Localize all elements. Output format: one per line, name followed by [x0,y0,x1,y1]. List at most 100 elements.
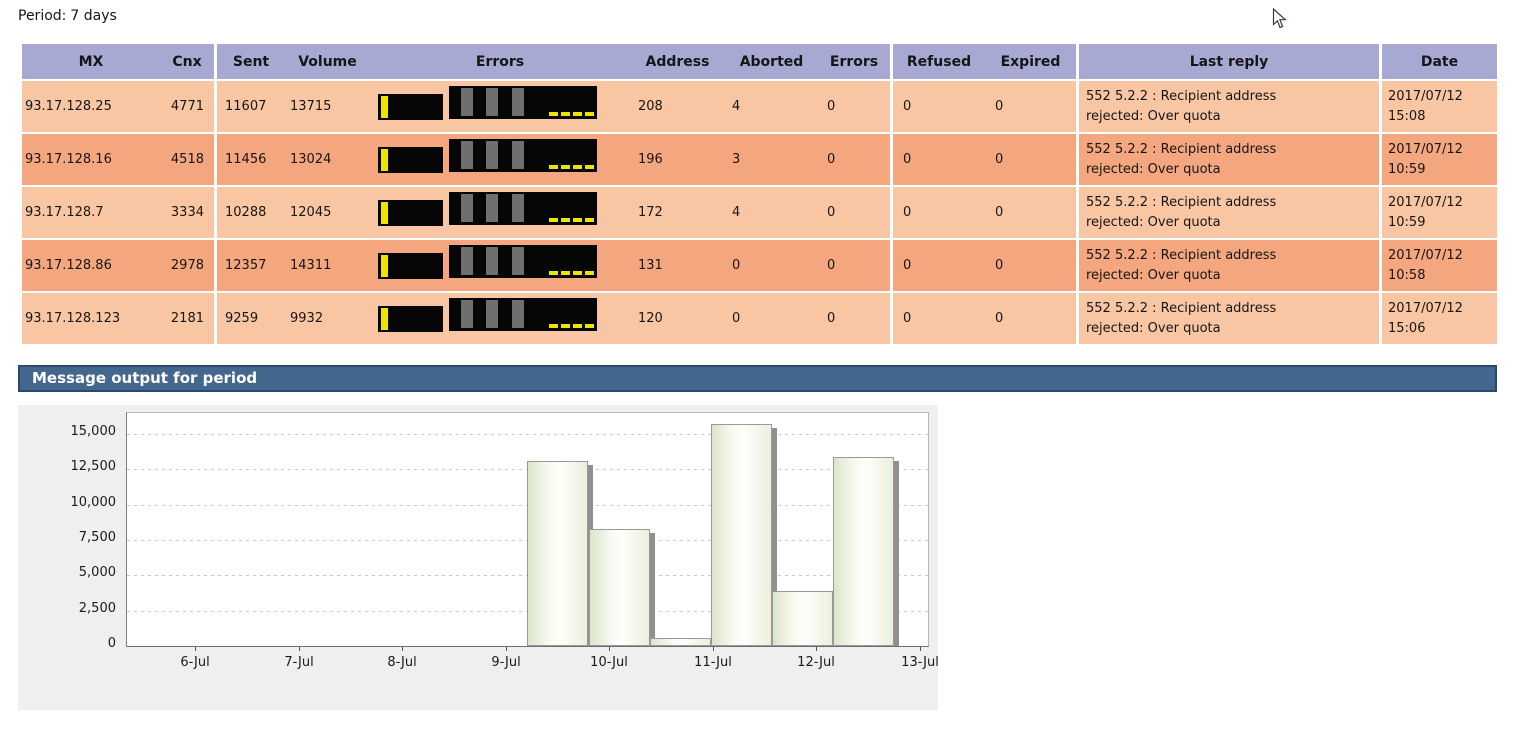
cell-date: 2017/07/12 15:06 [1388,300,1463,336]
errors-histogram-icon [449,298,597,331]
column-header-last-reply: Last reply [1079,44,1382,79]
cell-errors: 0 [818,134,893,185]
section-header-banner: Message output for period [18,365,1497,392]
cell-cnx: 2181 [160,293,217,344]
cell-address: 172 [638,205,663,220]
column-header-cnx: Cnx [160,44,217,79]
cell-cnx: 2978 [160,240,217,291]
x-axis-tick [816,647,817,651]
column-header-errors-graph: Errors [475,53,525,70]
volume-gauge-icon [378,93,443,120]
gridline [127,434,928,435]
cell-errors: 0 [818,293,893,344]
cell-volume: 9932 [290,311,324,326]
x-axis-tick [402,647,403,651]
cell-volume: 12045 [290,205,332,220]
y-axis-tick-label: 2,500 [78,601,116,616]
cell-last-reply: 552 5.2.2 : Recipient address rejected: … [1079,187,1382,238]
mx-stats-table: MX Cnx Sent Volume Errors Address Aborted Error… [22,44,1497,346]
table-row: 93.17.128.86 2978 12357 14311 131 0 0 0 0 552 5.2… [22,240,1497,291]
x-axis-tick-label: 8-Jul [387,655,417,670]
table-row: 93.17.128.7 3334 10288 12045 172 4 0 0 0 552 5.2.… [22,187,1497,238]
x-axis-tick-label: 13-Jul [901,655,938,670]
x-axis-tick-label: 9-Jul [491,655,521,670]
cell-last-reply: 552 5.2.2 : Recipient address rejected: … [1079,293,1382,344]
x-axis-tick [299,647,300,651]
cell-last-reply: 552 5.2.2 : Recipient address rejected: … [1079,134,1382,185]
x-axis-tick-label: 6-Jul [180,655,210,670]
cell-cnx: 4518 [160,134,217,185]
cell-last-reply: 552 5.2.2 : Recipient address rejected: … [1079,240,1382,291]
cell-expired: 0 [985,187,1079,238]
chart-bar-2 [589,529,650,646]
cell-errors-graphic [370,134,630,185]
cell-address: 208 [638,99,663,114]
errors-histogram-icon [449,139,597,172]
x-axis-tick-label: 12-Jul [797,655,835,670]
cell-aborted: 0 [732,258,741,273]
column-header-address: Address [645,53,710,70]
errors-histogram-icon [449,192,597,225]
cell-mx: 93.17.128.25 [25,99,112,114]
x-axis-tick [609,647,610,651]
errors-histogram-icon [449,86,597,119]
column-header-refused: Refused [906,53,972,70]
cell-errors-graphic [370,81,630,132]
cell-address: 131 [638,258,663,273]
mouse-cursor-icon [1272,8,1287,29]
cell-address: 196 [638,152,663,167]
errors-histogram-icon [449,245,597,278]
cell-errors: 0 [818,240,893,291]
column-header-errors: Errors [818,44,893,79]
table-body: 93.17.128.25 4771 11607 13715 208 4 0 0 0 552 5.2… [22,81,1497,344]
cell-errors-graphic [370,187,630,238]
cell-errors-graphic [370,293,630,344]
cell-date: 2017/07/12 15:08 [1388,88,1463,124]
cell-mx: 93.17.128.86 [25,258,112,273]
y-axis-tick-label: 10,000 [70,495,117,510]
cell-cnx: 3334 [160,187,217,238]
x-axis-tick [713,647,714,651]
volume-gauge-icon [378,305,443,332]
table-row: 93.17.128.25 4771 11607 13715 208 4 0 0 0 552 5.2… [22,81,1497,132]
cell-expired: 0 [985,293,1079,344]
volume-gauge-icon [378,252,443,279]
x-axis-tick-label: 11-Jul [694,655,732,670]
volume-gauge-icon [378,199,443,226]
cell-errors: 0 [818,187,893,238]
cell-sent: 11607 [225,99,267,114]
chart-plot-area [126,412,929,647]
cell-expired: 0 [985,81,1079,132]
column-header-volume: Volume [298,53,357,70]
cell-refused: 0 [903,99,912,114]
chart-bar-5 [772,591,833,646]
cell-aborted: 4 [732,205,741,220]
column-header-aborted: Aborted [739,53,804,70]
cell-refused: 0 [903,258,912,273]
cell-refused: 0 [903,152,912,167]
section-title: Message output for period [32,369,258,387]
cell-volume: 14311 [290,258,332,273]
y-axis-tick-label: 5,000 [78,565,116,580]
period-label: Period: [18,8,67,24]
chart-bar-4 [711,424,772,646]
chart-bar-3 [650,638,711,646]
cell-last-reply: 552 5.2.2 : Recipient address rejected: … [1079,81,1382,132]
cell-aborted: 4 [732,99,741,114]
x-axis-tick-label: 10-Jul [590,655,628,670]
table-header-row: MX Cnx Sent Volume Errors Address Aborted Error… [22,44,1497,79]
period-indicator: Period: 7 days [18,8,117,24]
cell-sent: 11456 [225,152,267,167]
cell-aborted: 0 [732,311,741,326]
cell-date: 2017/07/12 10:59 [1388,141,1463,177]
x-axis-tick [506,647,507,651]
cell-sent: 9259 [225,311,259,326]
table-row: 93.17.128.123 2181 9259 9932 120 0 0 0 0 552 5.2.… [22,293,1497,344]
column-header-mx: MX [78,53,104,70]
column-header-date: Date [1420,53,1459,70]
cell-refused: 0 [903,205,912,220]
cell-date: 2017/07/12 10:58 [1388,247,1463,283]
column-header-sent: Sent [232,53,270,70]
y-axis-tick-label: 7,500 [78,530,116,545]
